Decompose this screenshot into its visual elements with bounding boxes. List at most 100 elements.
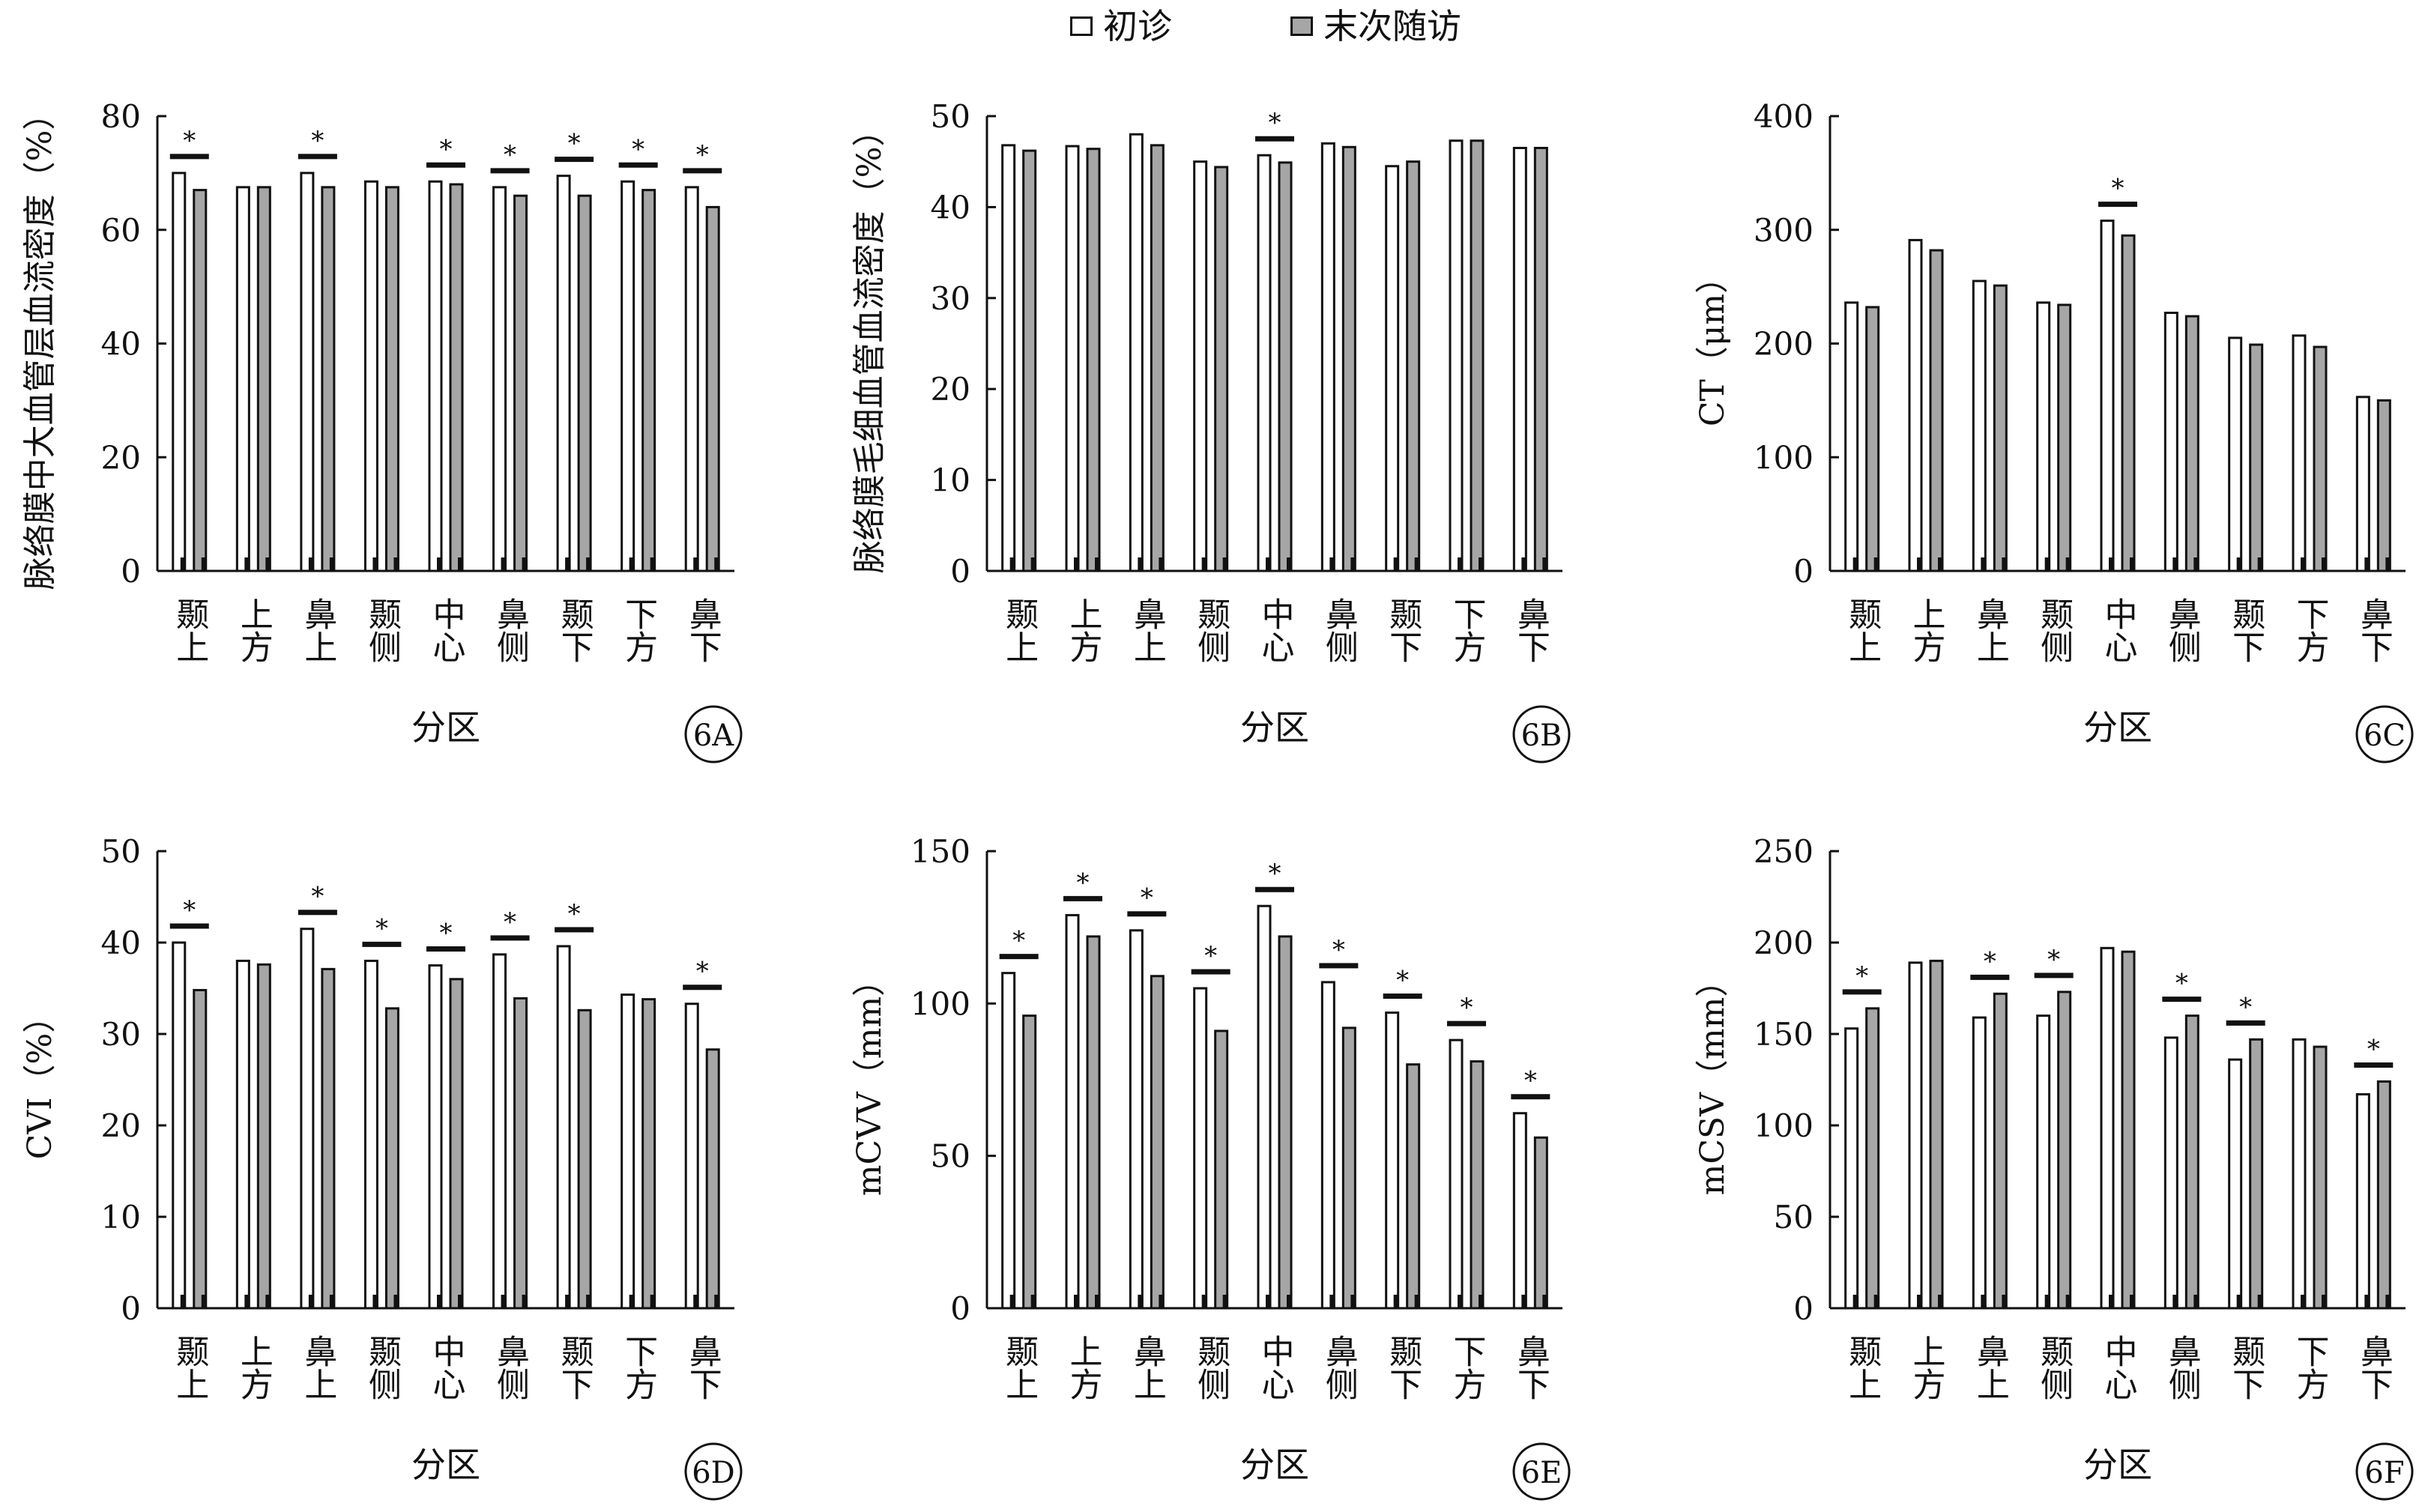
- x-tick-label: 中心: [2099, 1334, 2137, 1400]
- x-tick-label: 中心: [427, 597, 465, 663]
- bar-initial: [428, 180, 443, 572]
- error-bar-initial: [2172, 1295, 2177, 1308]
- error-bar-final: [1350, 1295, 1355, 1308]
- error-bar-initial: [693, 557, 698, 571]
- error-bar-final: [2002, 1295, 2006, 1308]
- chart-panel-6f: 0 50 100 150 200 250 mCSV（mm） 颞上 * 上方 鼻上 * 颞侧 * 中心 鼻侧 * 颞…: [1694, 833, 2414, 1501]
- bar-final: [1278, 161, 1293, 572]
- bar-initial: [300, 172, 315, 572]
- x-tick-label: 鼻下: [2355, 1334, 2393, 1400]
- error-bar-initial: [2109, 1295, 2113, 1308]
- error-bar-final: [714, 1295, 719, 1308]
- error-bar-initial: [501, 557, 505, 571]
- significance-star: *: [1077, 868, 1090, 898]
- x-tick-label: 鼻下: [683, 597, 722, 663]
- error-bar-initial: [2364, 557, 2369, 571]
- bar-final: [1214, 1029, 1229, 1310]
- bar-initial: [1449, 139, 1464, 572]
- y-axis-label: mCSV（mm）: [1694, 964, 1732, 1196]
- bar-initial: [2292, 1038, 2307, 1310]
- x-tick-label: 颞上: [1000, 1334, 1038, 1400]
- x-tick-label: 鼻侧: [2163, 1334, 2201, 1400]
- y-tick-label: 60: [101, 212, 141, 249]
- bar-initial: [1193, 160, 1208, 572]
- bar-initial: [428, 964, 443, 1310]
- bar-final: [1341, 1026, 1356, 1310]
- legend-item-final: 末次随访: [1290, 4, 1461, 48]
- bar-final: [1406, 160, 1421, 572]
- panel-label: 6C: [2364, 719, 2406, 753]
- error-bar-final: [2130, 557, 2133, 571]
- bar-initial: [1257, 904, 1272, 1310]
- error-bar-final: [2257, 1295, 2262, 1308]
- bar-final: [641, 998, 656, 1310]
- bar-initial: [363, 180, 378, 572]
- x-tick-label: 下方: [2291, 1334, 2329, 1400]
- bar-final: [1022, 1014, 1037, 1310]
- bar-final: [193, 189, 208, 572]
- error-bar-initial: [693, 1295, 698, 1308]
- error-bar-final: [522, 1295, 526, 1308]
- bar-initial: [1129, 929, 1144, 1310]
- error-bar-final: [2257, 557, 2262, 571]
- y-tick-label: 0: [1793, 553, 1814, 590]
- significance-star: *: [568, 129, 581, 159]
- bar-final: [1929, 249, 1944, 572]
- y-tick-label: 250: [1754, 833, 1814, 870]
- y-tick-label: 100: [911, 985, 970, 1022]
- error-bar-final: [1350, 557, 1355, 571]
- error-bar-initial: [1852, 557, 1857, 571]
- error-bar-final: [1222, 557, 1227, 571]
- significance-star: *: [183, 895, 196, 925]
- error-bar-initial: [437, 1295, 441, 1308]
- error-bar-final: [1095, 1295, 1099, 1308]
- error-bar-final: [1873, 557, 1878, 571]
- y-tick-label: 0: [950, 553, 970, 590]
- x-tick-label: 鼻下: [1512, 597, 1550, 663]
- significance-star: *: [1461, 993, 1473, 1023]
- x-axis-label: 分区: [2083, 1445, 2152, 1485]
- bar-initial: [235, 959, 250, 1310]
- significance-star: *: [375, 913, 388, 943]
- error-bar-initial: [1917, 1295, 1921, 1308]
- significance-star: *: [1332, 935, 1345, 965]
- y-axis-label: CT（μm）: [1694, 261, 1732, 426]
- error-bar-final: [1414, 1295, 1419, 1308]
- y-tick-label: 20: [101, 439, 141, 476]
- bar-final: [2184, 315, 2199, 572]
- x-tick-label: 鼻侧: [1320, 1334, 1358, 1400]
- y-tick-label: 0: [121, 553, 141, 590]
- bar-initial: [2355, 1093, 2370, 1310]
- error-bar-initial: [308, 557, 312, 571]
- panel-label: 6D: [692, 1456, 735, 1490]
- bar-final: [256, 186, 271, 572]
- bar-initial: [1385, 1011, 1400, 1310]
- y-tick-label: 80: [101, 98, 141, 135]
- bar-initial: [2228, 336, 2243, 572]
- x-tick-label: 鼻侧: [1320, 597, 1358, 663]
- significance-star: *: [1984, 946, 1996, 976]
- x-tick-label: 鼻侧: [491, 597, 529, 663]
- bar-initial: [2036, 1014, 2051, 1310]
- y-tick-label: 200: [1754, 326, 1814, 363]
- x-tick-label: 鼻侧: [491, 1334, 529, 1400]
- error-bar-final: [1938, 1295, 1942, 1308]
- x-tick-label: 颞上: [1843, 1334, 1881, 1400]
- error-bar-final: [586, 1295, 591, 1308]
- significance-star: *: [1524, 1066, 1537, 1096]
- bar-final: [321, 967, 336, 1310]
- bar-initial: [2163, 312, 2178, 572]
- bar-final: [2376, 1080, 2391, 1310]
- bar-initial: [1385, 165, 1400, 572]
- y-tick-label: 20: [101, 1107, 141, 1144]
- error-bar-final: [1414, 557, 1419, 571]
- bar-final: [449, 183, 464, 572]
- error-bar-initial: [2109, 557, 2113, 571]
- bar-final: [2121, 234, 2136, 572]
- bar-initial: [1972, 279, 1987, 572]
- x-tick-label: 鼻下: [2355, 597, 2393, 663]
- x-axis-label: 分区: [411, 1445, 480, 1485]
- error-bar-final: [329, 1295, 333, 1308]
- error-bar-initial: [1329, 1295, 1334, 1308]
